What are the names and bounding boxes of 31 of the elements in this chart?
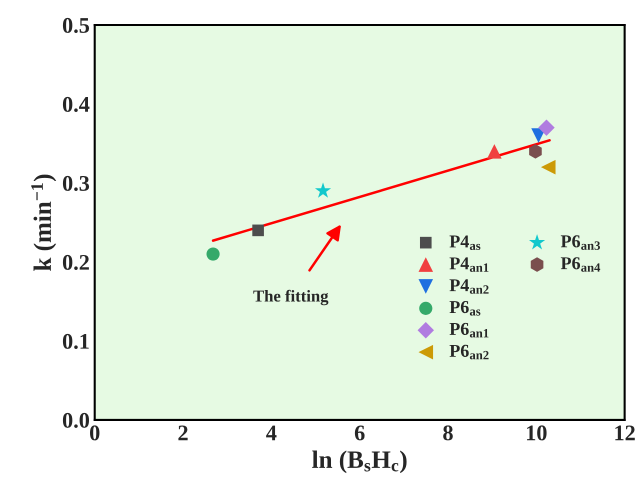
- y-tick-label: 0.3: [62, 176, 90, 191]
- y-tick-label: 0.2: [62, 254, 89, 270]
- point: [529, 144, 542, 159]
- x-tick-label: 2: [178, 425, 188, 440]
- point: [206, 247, 220, 261]
- x-tick-label: 12: [615, 425, 635, 440]
- legend-label: P4$_{an2}$: [450, 279, 489, 294]
- y-axis-title: k (min$^{−1}$): [31, 174, 56, 271]
- point: [314, 182, 332, 198]
- legend-label: P6$_{as}$: [450, 301, 480, 316]
- y-tick-label: 0.4: [62, 96, 90, 112]
- y-tick-label: 0.0: [62, 412, 90, 428]
- legend-label: P6$_{an3}$: [560, 235, 600, 250]
- x-axis-title: ln (B$_{s}$H$_{c}$): [312, 450, 407, 474]
- x-tick-label: 0: [90, 425, 100, 440]
- y-tick-label: 0.1: [62, 334, 89, 349]
- annotation: The fitting: [253, 290, 328, 306]
- point: [540, 160, 556, 174]
- x-tick-label: 8: [443, 425, 453, 440]
- legend-label: P6$_{an2}$: [450, 344, 489, 360]
- x-tick-label: 10: [526, 425, 547, 440]
- point: [487, 144, 502, 159]
- legend-label: P6$_{an1}$: [450, 322, 488, 338]
- point: [252, 224, 264, 236]
- legend-label: P4$_{as}$: [450, 235, 480, 250]
- x-tick-label: 4: [266, 426, 276, 440]
- y-tick-label: 0.5: [62, 18, 90, 34]
- x-tick-label: 6: [354, 425, 365, 440]
- legend-label: P4$_{an1}$: [450, 257, 488, 272]
- legend-label: P6$_{an4}$: [560, 257, 600, 272]
- point: [538, 119, 555, 136]
